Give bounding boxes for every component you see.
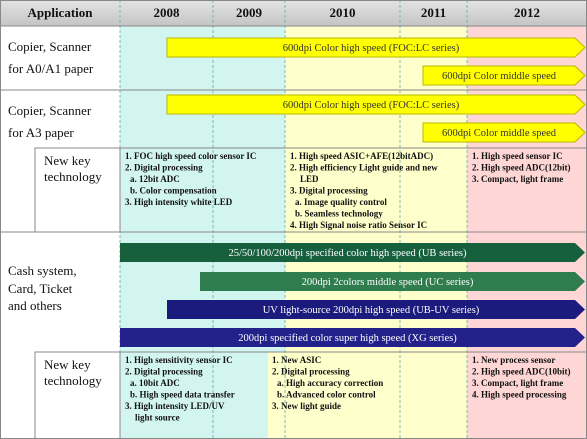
year-headers: 2008 2009 2010 2011 2012 — [154, 5, 541, 20]
bg-2008-2009 — [120, 26, 285, 352]
key-item: 2. High efficiency Light guide and new — [290, 163, 438, 173]
key-item: b. Advanced color control — [277, 390, 376, 400]
key-item: 3. Digital processing — [290, 186, 368, 196]
key-item: 1. High sensitivity sensor IC — [125, 355, 233, 365]
arrow — [167, 300, 585, 319]
year-label: 2009 — [236, 5, 263, 20]
section-label: Card, Ticket — [8, 281, 73, 296]
key-item: LED — [300, 174, 319, 184]
key-item: a. Image quality control — [295, 197, 387, 207]
arrow-label: 600dpi Color middle speed — [442, 71, 557, 82]
key-label: technology — [44, 169, 102, 184]
key-item: 1. High speed sensor IC — [472, 151, 563, 161]
arrow — [120, 328, 585, 347]
arrow — [200, 272, 585, 291]
header-application: Application — [27, 5, 93, 20]
arrow — [120, 243, 585, 262]
key-item: a. 12bit ADC — [130, 174, 180, 184]
section-label: Copier, Scanner — [8, 39, 92, 54]
arrow-label: 200dpi specified color super high speed … — [238, 333, 457, 344]
key-item: 1. New ASIC — [272, 355, 321, 365]
year-label: 2012 — [514, 5, 540, 20]
key-item: a. 10bit ADC — [130, 378, 180, 388]
key-item: 3. High intensity white LED — [125, 197, 233, 207]
arrow-label: 25/50/100/200dpi specified color high sp… — [229, 248, 467, 259]
key-item: 3. Compact, light frame — [472, 378, 563, 388]
section-label: and others — [8, 298, 62, 313]
key-item: b. Color compensation — [130, 186, 217, 196]
arrow-label: 600dpi Color high speed (FOC:LC series) — [283, 43, 460, 54]
key-item: a. High accuracy correction — [277, 378, 383, 388]
key-item: light source — [135, 413, 180, 423]
key-item: 2. Digital processing — [125, 367, 203, 377]
section-label: Copier, Scanner — [8, 103, 92, 118]
section-label: for A3 paper — [8, 125, 74, 140]
key-item: 1. FOC high speed color sensor IC — [125, 151, 256, 161]
bg-2010-2011 — [268, 352, 467, 439]
arrow-label: 600dpi Color middle speed — [442, 128, 557, 139]
section-label: for A0/A1 paper — [8, 61, 94, 76]
key-item: 1. New process sensor — [472, 355, 555, 365]
key-item: 2. High speed ADC(12bit) — [472, 163, 571, 173]
arrow-label: 600dpi Color high speed (FOC:LC series) — [283, 100, 460, 111]
key-item: 2. Digital processing — [125, 163, 203, 173]
arrow-label: UV light-source 200dpi high speed (UB-UV… — [263, 305, 480, 316]
key-label: New key — [44, 153, 91, 168]
year-label: 2010 — [330, 5, 356, 20]
arrow-label: 200dpi 2colors middle speed (UC series) — [302, 277, 474, 288]
key-item: 3. New light guide — [272, 401, 341, 411]
year-label: 2008 — [154, 5, 181, 20]
key-item: 2. High speed ADC(10bit) — [472, 367, 571, 377]
key-label-box — [34, 351, 121, 439]
key-item: b. Seamless technology — [295, 209, 383, 219]
arrow — [166, 94, 586, 115]
key-label: technology — [44, 373, 102, 388]
key-item: 4. High speed processing — [472, 390, 567, 400]
year-label: 2011 — [421, 5, 446, 20]
key-item: 4. High Signal noise ratio Sensor IC — [290, 220, 427, 230]
arrow — [422, 65, 586, 86]
key-label-box — [34, 147, 121, 233]
bg-2012 — [467, 352, 587, 439]
arrow — [422, 122, 586, 143]
key-item: 3. Compact, light frame — [472, 174, 563, 184]
key-label: New key — [44, 357, 91, 372]
arrow — [166, 37, 586, 58]
section-label: Cash system, — [8, 263, 77, 278]
key-item: 3. High intensity LED/UV — [125, 401, 225, 411]
bg-2008-2009 — [120, 352, 268, 439]
key-item: 1. High speed ASIC+AFE(12bitADC) — [290, 151, 433, 161]
key-item: b. High speed data transfer — [130, 390, 235, 400]
key-item: 2. Digital processing — [272, 367, 350, 377]
